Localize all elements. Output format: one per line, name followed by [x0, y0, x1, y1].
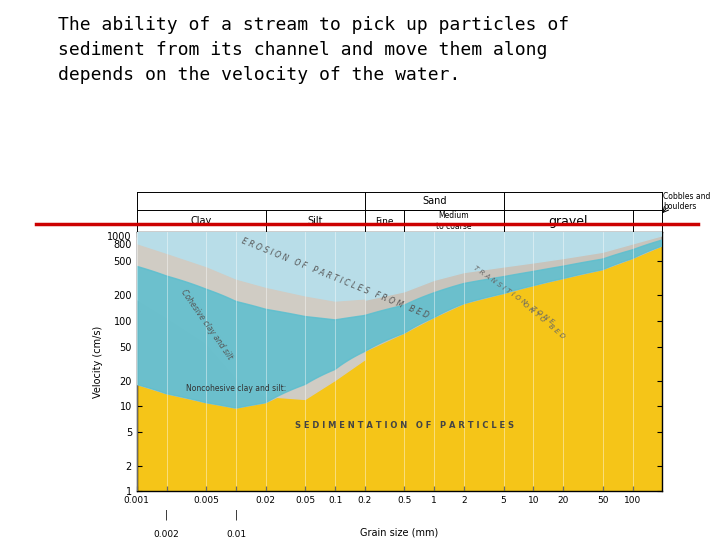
Text: Medium
to coarse: Medium to coarse	[436, 212, 472, 231]
X-axis label: Grain size (mm): Grain size (mm)	[361, 528, 438, 537]
Polygon shape	[137, 231, 662, 302]
Text: 0.002: 0.002	[154, 530, 179, 539]
Text: Silt: Silt	[307, 216, 323, 226]
Text: |: |	[165, 509, 168, 520]
Text: gravel: gravel	[549, 215, 588, 228]
Text: Clay: Clay	[191, 216, 212, 226]
Polygon shape	[137, 245, 365, 400]
Y-axis label: Velocity (cm/s): Velocity (cm/s)	[94, 326, 103, 398]
Polygon shape	[137, 246, 662, 491]
Text: T R A N S I T I O N   Z O N E: T R A N S I T I O N Z O N E	[472, 265, 555, 326]
Text: |: |	[234, 509, 238, 520]
Text: E R O S I O N   O F   P A R T I C L E S   F R O M   B E D: E R O S I O N O F P A R T I C L E S F R …	[240, 236, 430, 320]
Text: Cohesive clay and silt: Cohesive clay and silt	[179, 288, 234, 361]
Text: Cobbles and
boulders: Cobbles and boulders	[663, 192, 711, 212]
Text: 0.01: 0.01	[226, 530, 246, 539]
Polygon shape	[137, 236, 662, 408]
Text: Noncohesive clay and silt:: Noncohesive clay and silt:	[186, 384, 287, 393]
Polygon shape	[137, 240, 662, 408]
Text: The ability of a stream to pick up particles of
sediment from its channel and mo: The ability of a stream to pick up parti…	[58, 16, 569, 84]
Text: Fine: Fine	[375, 217, 394, 226]
Text: S E D I M E N T A T I O N   O F   P A R T I C L E S: S E D I M E N T A T I O N O F P A R T I …	[295, 421, 514, 430]
Text: O N T O   B E D: O N T O B E D	[521, 302, 565, 340]
Text: Sand: Sand	[422, 196, 446, 206]
